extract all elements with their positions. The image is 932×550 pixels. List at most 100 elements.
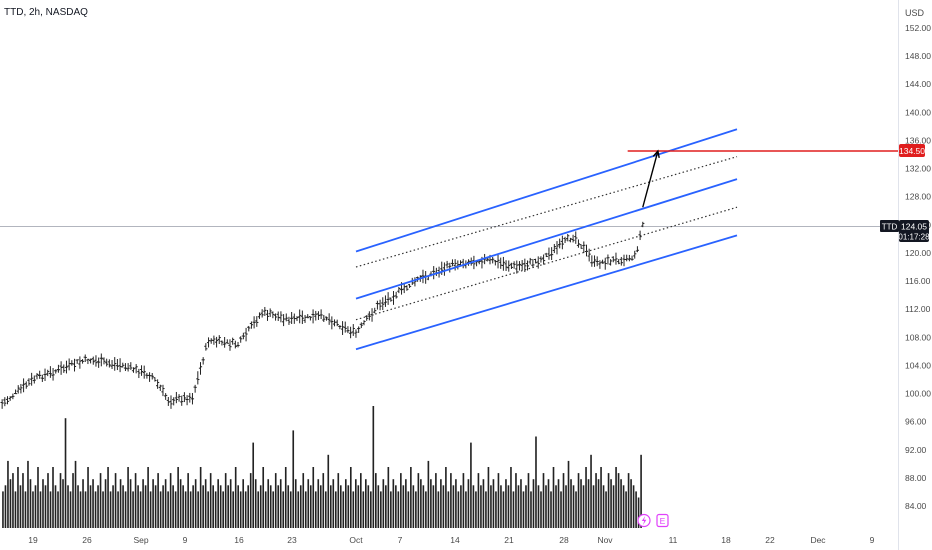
price-bar	[536, 256, 540, 269]
price-bar	[622, 254, 626, 267]
price-bar	[397, 286, 401, 294]
price-bar	[528, 257, 532, 265]
channel-upper-outer-line[interactable]	[355, 128, 738, 253]
earnings-icon[interactable]: E	[656, 513, 669, 528]
channel-lower-outer-line[interactable]	[355, 234, 738, 351]
volume-bar	[319, 485, 322, 528]
price-tick-label: 132.00	[905, 164, 931, 174]
volume-bar	[147, 467, 149, 528]
volume-bar	[472, 485, 475, 528]
volume-bar	[387, 467, 390, 528]
volume-bar	[77, 485, 79, 528]
volume-bar	[442, 485, 445, 528]
volume-bar	[4, 485, 7, 528]
price-bar	[64, 360, 69, 374]
volume-bar	[64, 418, 67, 528]
price-bar	[80, 359, 85, 364]
volume-bar	[47, 473, 49, 528]
price-bar	[161, 384, 165, 397]
price-badge-bg	[899, 220, 929, 242]
volume-bar	[167, 491, 169, 528]
volume-bar	[317, 479, 320, 528]
volume-bar	[239, 491, 242, 528]
volume-bar	[2, 491, 4, 528]
trend-channel[interactable]	[355, 128, 738, 351]
projection-arrow[interactable]	[642, 149, 660, 208]
volume-bar	[385, 485, 387, 528]
price-bar	[552, 243, 556, 254]
price-bar	[214, 336, 219, 348]
volume-bar	[334, 491, 337, 528]
volume-bar	[24, 491, 27, 528]
volume-bar	[590, 454, 592, 528]
volume-bar	[74, 460, 77, 528]
price-tick-label: 140.00	[905, 107, 931, 117]
price-bar	[584, 244, 589, 257]
time-tick-label: 16	[234, 535, 244, 545]
price-bar	[383, 295, 388, 307]
volume-bar	[289, 491, 292, 528]
volume-bar	[635, 491, 637, 528]
volume-bar	[267, 479, 270, 528]
price-bar	[332, 319, 337, 327]
channel-lower-median-line[interactable]	[355, 206, 738, 321]
price-bar	[32, 375, 36, 384]
price-bar	[198, 362, 203, 375]
volume-bar	[367, 485, 370, 528]
volume-bar	[287, 485, 290, 528]
volume-bar	[565, 485, 567, 528]
volume-bar	[324, 491, 327, 528]
price-axis[interactable]: 152.00 148.00 144.00 140.00 136.00 132.00 128.…	[905, 23, 931, 511]
volume-bar	[264, 491, 267, 528]
price-bar	[263, 306, 267, 316]
volume-bar	[412, 485, 415, 528]
volume-bar	[137, 485, 139, 528]
price-bar	[62, 364, 66, 373]
volume-bar	[209, 473, 212, 528]
price-bar	[118, 358, 122, 373]
volume-bar	[437, 491, 440, 528]
price-bar	[281, 314, 286, 327]
price-bar	[21, 378, 26, 393]
volume-bar	[627, 473, 630, 528]
price-bar	[236, 341, 240, 348]
price-bar	[137, 368, 141, 379]
volume-bar	[179, 479, 182, 528]
volume-bar	[227, 485, 229, 528]
flash-icon[interactable]	[637, 513, 651, 528]
price-bar	[440, 261, 444, 275]
volume-bar	[370, 491, 372, 528]
time-tick-label: 14	[450, 535, 460, 545]
volume-bar	[232, 491, 234, 528]
price-bar	[78, 356, 82, 369]
volume-bar	[172, 485, 174, 528]
volume-bar	[465, 491, 467, 528]
price-tick-label: 112.00	[905, 304, 931, 314]
volume-bar	[405, 479, 407, 528]
volume-bar	[575, 491, 577, 528]
price-bar	[568, 237, 573, 243]
price-tick-label: 108.00	[905, 332, 931, 342]
price-bar	[110, 360, 114, 370]
price-bar	[576, 239, 581, 248]
price-bar	[587, 248, 591, 262]
price-bar	[131, 367, 136, 373]
price-bar	[13, 389, 18, 395]
volume-bar	[545, 485, 547, 528]
volume-bar	[154, 485, 157, 528]
volume-bar	[525, 485, 527, 528]
time-axis[interactable]: 19 26 Sep 9 16 23 Oct 7 14 21 28 Nov 11 18 22 Dec 9	[28, 535, 874, 545]
volume-bar	[515, 473, 517, 528]
channel-upper-median-line[interactable]	[355, 156, 738, 268]
price-bar	[48, 366, 52, 378]
volume-bar	[560, 491, 562, 528]
volume-bar	[182, 485, 184, 528]
price-bar	[359, 322, 363, 329]
price-bar	[617, 259, 621, 265]
arrow-shaft	[642, 150, 659, 208]
volume-bar	[49, 491, 52, 528]
volume-bar	[39, 491, 42, 528]
channel-upper-inner-line[interactable]	[355, 178, 738, 300]
volume-bar	[550, 491, 552, 528]
